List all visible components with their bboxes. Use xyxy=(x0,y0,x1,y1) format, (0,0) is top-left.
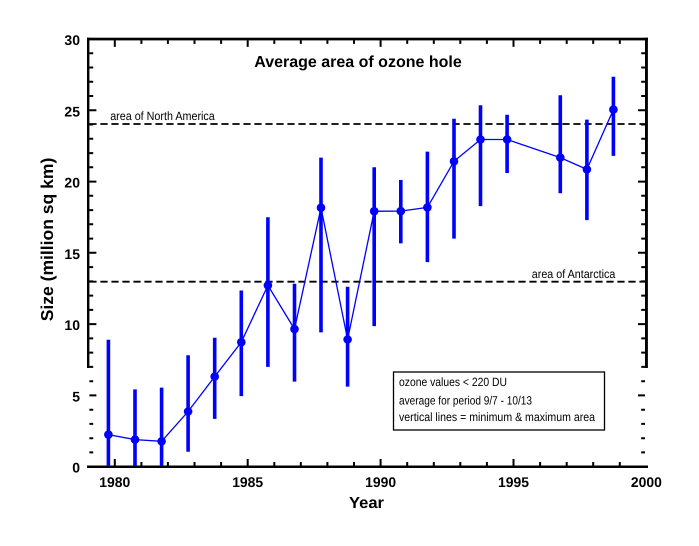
svg-text:vertical lines = minimum & max: vertical lines = minimum & maximum area xyxy=(399,410,595,424)
svg-text:area of Antarctica: area of Antarctica xyxy=(532,267,616,281)
svg-text:Year: Year xyxy=(349,495,384,512)
svg-text:1985: 1985 xyxy=(232,474,263,490)
svg-text:1980: 1980 xyxy=(99,474,130,490)
svg-text:5: 5 xyxy=(72,388,80,404)
svg-text:2000: 2000 xyxy=(631,474,662,490)
svg-text:30: 30 xyxy=(64,32,80,48)
svg-text:15: 15 xyxy=(64,246,80,262)
svg-text:25: 25 xyxy=(64,103,80,119)
svg-text:20: 20 xyxy=(64,175,80,191)
svg-text:Size (million sq km): Size (million sq km) xyxy=(37,158,57,322)
svg-text:Average area of ozone hole: Average area of ozone hole xyxy=(254,54,462,71)
svg-text:1990: 1990 xyxy=(365,474,396,490)
svg-text:area of North America: area of North America xyxy=(110,109,215,123)
svg-text:ozone values < 220 DU: ozone values < 220 DU xyxy=(399,375,507,389)
svg-text:10: 10 xyxy=(64,317,80,333)
svg-text:0: 0 xyxy=(72,460,80,476)
svg-text:1995: 1995 xyxy=(498,474,529,490)
svg-text:average for period 9/7 - 10/13: average for period 9/7 - 10/13 xyxy=(399,393,532,407)
